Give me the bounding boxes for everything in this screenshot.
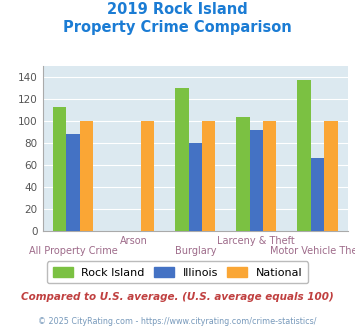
Bar bbox=[53, 107, 66, 231]
Bar bbox=[202, 121, 215, 231]
Text: 2019 Rock Island: 2019 Rock Island bbox=[107, 2, 248, 16]
Bar bbox=[189, 143, 202, 231]
Bar bbox=[175, 88, 189, 231]
Legend: Rock Island, Illinois, National: Rock Island, Illinois, National bbox=[47, 261, 308, 283]
Text: Property Crime Comparison: Property Crime Comparison bbox=[63, 20, 292, 35]
Text: Larceny & Theft: Larceny & Theft bbox=[217, 236, 295, 246]
Bar bbox=[141, 121, 154, 231]
Text: All Property Crime: All Property Crime bbox=[29, 246, 118, 256]
Text: Arson: Arson bbox=[120, 236, 148, 246]
Text: Burglary: Burglary bbox=[175, 246, 216, 256]
Bar bbox=[311, 158, 324, 231]
Text: Motor Vehicle Theft: Motor Vehicle Theft bbox=[270, 246, 355, 256]
Bar bbox=[236, 116, 250, 231]
Bar bbox=[263, 121, 277, 231]
Text: © 2025 CityRating.com - https://www.cityrating.com/crime-statistics/: © 2025 CityRating.com - https://www.city… bbox=[38, 317, 317, 326]
Bar bbox=[80, 121, 93, 231]
Text: Compared to U.S. average. (U.S. average equals 100): Compared to U.S. average. (U.S. average … bbox=[21, 292, 334, 302]
Bar bbox=[66, 134, 80, 231]
Bar bbox=[324, 121, 338, 231]
Bar bbox=[250, 130, 263, 231]
Bar bbox=[297, 80, 311, 231]
